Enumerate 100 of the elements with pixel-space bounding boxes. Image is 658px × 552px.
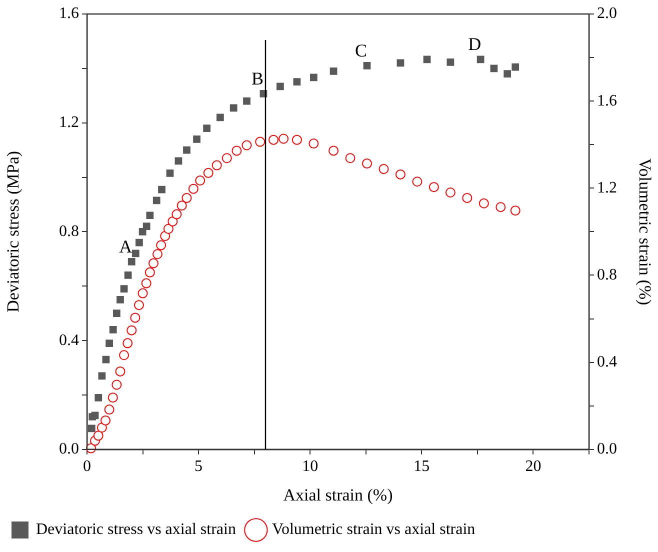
y2-tick-label: 1.6 [597, 92, 617, 110]
x-tick-label: 20 [525, 458, 542, 476]
point [91, 412, 99, 420]
point [476, 56, 484, 64]
annotation: B [251, 68, 264, 88]
point [203, 168, 214, 178]
point [163, 224, 174, 234]
point [119, 350, 130, 360]
x-tick-label: 5 [194, 458, 203, 476]
point [156, 240, 166, 250]
point [132, 250, 140, 258]
y-tick-label: 0.4 [59, 332, 79, 349]
point [345, 153, 356, 164]
point [128, 258, 136, 266]
point [142, 222, 150, 230]
point [108, 392, 118, 403]
y2-tick-label: 1.2 [597, 179, 617, 196]
point [330, 67, 338, 75]
x-axis-title: Axial strain (%) [283, 485, 393, 504]
point [496, 202, 506, 212]
annotation: D [468, 34, 482, 54]
point [308, 138, 319, 149]
point [94, 394, 102, 402]
legend-label: Deviatoric stress vs axial strain [36, 521, 236, 538]
point [462, 192, 472, 203]
point [478, 198, 489, 208]
point [152, 249, 163, 260]
point [112, 380, 122, 390]
point [183, 146, 190, 154]
y2-tick-label: 0.0 [597, 440, 617, 458]
y2-axis-title: Volumetric strain (%) [635, 158, 654, 306]
point [134, 300, 144, 310]
point [216, 114, 224, 122]
point [212, 160, 222, 170]
y-tick-label: 0.8 [59, 222, 79, 240]
y-axis-title: Deviatoric stress (MPa) [4, 150, 23, 312]
point [232, 146, 242, 156]
point [88, 424, 96, 432]
point [276, 82, 284, 90]
point [144, 267, 155, 278]
point [255, 136, 266, 147]
point [100, 415, 111, 426]
x-tick-label: 10 [302, 458, 318, 476]
point [168, 216, 178, 226]
point [363, 62, 371, 70]
point [130, 312, 140, 323]
point [102, 356, 110, 364]
point [109, 326, 117, 334]
y-tick-label: 1.6 [59, 5, 79, 22]
point [490, 64, 498, 72]
point [116, 296, 124, 304]
point [243, 97, 250, 105]
point [96, 422, 107, 433]
point [310, 74, 318, 82]
annotation: C [354, 40, 368, 60]
point [362, 158, 372, 169]
point [141, 278, 152, 288]
point [222, 153, 232, 164]
legend-label: Volumetric strain vs axial strain [272, 521, 476, 538]
point [93, 430, 104, 441]
point [176, 200, 187, 211]
y2-tick-label: 0.8 [597, 266, 617, 284]
y-tick-label: 1.2 [59, 114, 79, 132]
point [166, 170, 174, 177]
point [106, 340, 113, 347]
point [98, 372, 106, 380]
point [152, 196, 160, 204]
point [112, 310, 120, 318]
point [146, 212, 154, 220]
point [230, 104, 238, 112]
point [172, 209, 182, 220]
point [395, 169, 406, 180]
annotation: A [119, 236, 132, 256]
point [120, 285, 128, 293]
point [292, 134, 302, 145]
point [293, 78, 301, 86]
point [104, 404, 114, 415]
point [126, 325, 137, 336]
point [328, 146, 339, 156]
point [174, 157, 182, 165]
point [510, 206, 520, 216]
point [136, 238, 143, 246]
point [203, 124, 210, 132]
point [182, 192, 192, 203]
point [158, 186, 166, 194]
point [423, 56, 431, 64]
x-tick-label: 15 [414, 458, 430, 476]
point [115, 366, 126, 376]
point [138, 288, 148, 298]
point [242, 140, 252, 150]
point [412, 176, 422, 187]
point [124, 272, 132, 279]
point [428, 182, 439, 192]
point [268, 134, 279, 145]
point [193, 135, 200, 143]
point [396, 59, 404, 67]
y2-tick-label: 2.0 [597, 5, 617, 22]
point [445, 188, 456, 198]
point [378, 164, 389, 174]
x-tick-label: 0 [83, 458, 91, 476]
